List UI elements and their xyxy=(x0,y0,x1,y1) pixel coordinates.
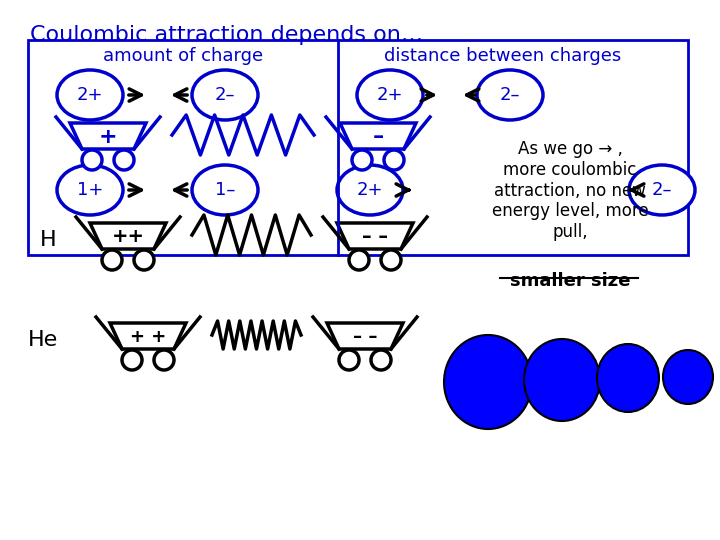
Ellipse shape xyxy=(192,165,258,215)
Text: 1–: 1– xyxy=(215,181,235,199)
Text: He: He xyxy=(28,330,58,350)
Circle shape xyxy=(134,250,154,270)
Polygon shape xyxy=(340,123,416,149)
Text: – –: – – xyxy=(353,328,377,346)
Circle shape xyxy=(102,250,122,270)
Text: 2–: 2– xyxy=(215,86,235,104)
Circle shape xyxy=(122,350,142,370)
Text: 2+: 2+ xyxy=(356,181,383,199)
Circle shape xyxy=(349,250,369,270)
Polygon shape xyxy=(327,323,403,349)
Circle shape xyxy=(154,350,174,370)
Ellipse shape xyxy=(192,70,258,120)
Ellipse shape xyxy=(357,70,423,120)
Text: Coulombic attraction depends on…: Coulombic attraction depends on… xyxy=(30,25,423,45)
Text: ++: ++ xyxy=(112,227,145,246)
Ellipse shape xyxy=(444,335,532,429)
Polygon shape xyxy=(337,223,413,249)
Circle shape xyxy=(114,150,134,170)
Text: H: H xyxy=(40,230,57,250)
Ellipse shape xyxy=(337,165,403,215)
Circle shape xyxy=(384,150,404,170)
Ellipse shape xyxy=(477,70,543,120)
Circle shape xyxy=(352,150,372,170)
FancyBboxPatch shape xyxy=(28,40,688,255)
Polygon shape xyxy=(110,323,186,349)
Text: +: + xyxy=(99,127,117,147)
Text: 2–: 2– xyxy=(652,181,672,199)
Ellipse shape xyxy=(524,339,600,421)
Circle shape xyxy=(339,350,359,370)
Text: –: – xyxy=(372,127,384,147)
Ellipse shape xyxy=(629,165,695,215)
Ellipse shape xyxy=(57,165,123,215)
Text: As we go → ,
more coulombic
attraction, no new
energy level, more
pull,: As we go → , more coulombic attraction, … xyxy=(492,140,648,241)
Text: 2+: 2+ xyxy=(377,86,403,104)
Text: 2+: 2+ xyxy=(77,86,103,104)
Circle shape xyxy=(82,150,102,170)
Text: + +: + + xyxy=(130,328,166,346)
Ellipse shape xyxy=(663,350,713,404)
Text: smaller size: smaller size xyxy=(510,272,630,290)
Text: – –: – – xyxy=(362,227,388,246)
Text: 2–: 2– xyxy=(500,86,521,104)
Text: distance between charges: distance between charges xyxy=(384,47,621,65)
Circle shape xyxy=(381,250,401,270)
Polygon shape xyxy=(90,223,166,249)
Circle shape xyxy=(371,350,391,370)
Text: 1+: 1+ xyxy=(77,181,103,199)
Ellipse shape xyxy=(597,344,659,412)
Ellipse shape xyxy=(57,70,123,120)
Text: amount of charge: amount of charge xyxy=(103,47,263,65)
Polygon shape xyxy=(70,123,146,149)
